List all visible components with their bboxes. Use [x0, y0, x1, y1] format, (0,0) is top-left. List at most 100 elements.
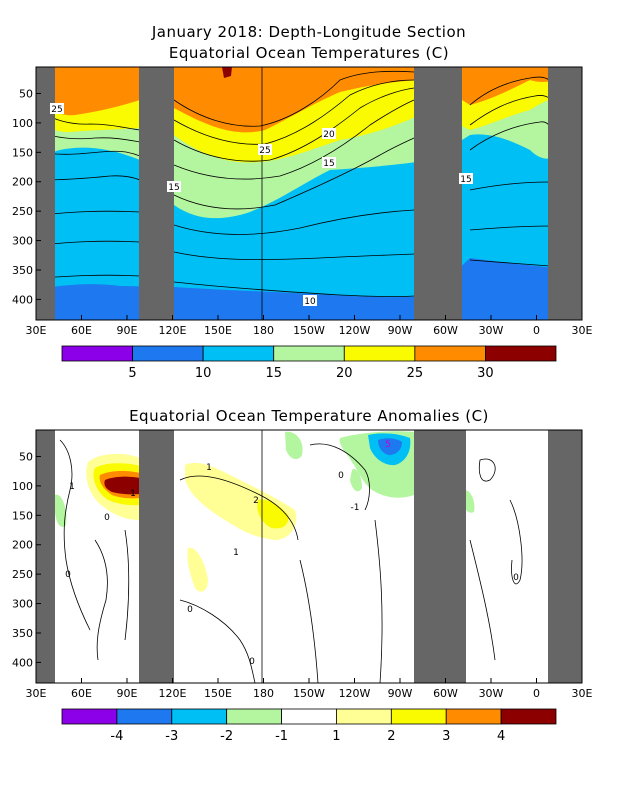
panel1-contour [173, 70, 415, 127]
panel2-x-tick-label: 60W [433, 687, 458, 700]
panel2-colorbar-label: 1 [332, 729, 340, 744]
panel2-anom-neg7 [350, 469, 362, 492]
panel1-contour-label: 20 [323, 130, 335, 140]
panel1-x-axis: 30E 60E 90E 120E 150E 180 150W 120W 90W 60W 30W 0 30… [26, 315, 593, 337]
panel1-y-tick-label: 250 [12, 205, 33, 218]
panel2-contour-label: 0 [513, 573, 519, 583]
panel1-contour-labels: 25 20 25 15 15 15 10 [50, 103, 473, 307]
panel1-y-tick-label: 300 [12, 235, 33, 248]
panel2-x-tick-label: 60E [71, 687, 92, 700]
panel2-contour [509, 499, 523, 585]
panel2-colorbar-swatch [116, 708, 173, 725]
panel2-contour-label: 1 [69, 482, 75, 492]
panel1-y-tick-label: 100 [12, 117, 33, 130]
panel2-y-tick-label: 200 [12, 539, 33, 552]
panel2-contour-label: 0 [249, 657, 255, 667]
panel1-y-tick-label: 150 [12, 146, 33, 159]
panel2-land-mask [139, 430, 174, 683]
panel2-contour-label: 5 [385, 440, 391, 450]
panel2-colorbar: -4 -3 -2 -1 1 2 3 4 [61, 708, 557, 744]
panel2-x-tick-label: 150W [293, 687, 325, 700]
panel1-x-tick-label: 180 [253, 324, 274, 337]
panel2-contour [478, 458, 496, 482]
panel2-land-mask [36, 430, 55, 683]
panel2-anom-pos8 [200, 478, 214, 498]
panel2-colorbar-swatch [336, 708, 392, 725]
panel1-contour-label: 25 [259, 146, 270, 156]
panel1-contour-label: 15 [460, 175, 471, 185]
panel1-colorbar-swatch [485, 345, 557, 362]
panel2-contour-label: 2 [253, 496, 259, 506]
panel2-colorbar-label: 4 [497, 729, 505, 744]
panel1-colorbar-swatch [61, 345, 133, 362]
panel2-y-tick-label: 300 [12, 598, 33, 611]
panel2-x-tick-label: 30E [26, 687, 47, 700]
panel1-contour [469, 225, 551, 231]
panel2-colorbar-label: -2 [220, 729, 233, 744]
panel2-x-tick-label: 120E [159, 687, 187, 700]
panel2-colorbar-swatch [281, 708, 337, 725]
panel1-colorbar-label: 10 [195, 366, 212, 381]
panel1-y-tick-label: 50 [19, 87, 33, 100]
panel2-land-mask [548, 430, 582, 683]
panel2-x-tick-label: 30E [572, 687, 593, 700]
panel1-x-tick-label: 60E [71, 324, 92, 337]
panel1-contour [173, 251, 415, 261]
panel1-contour-label: 15 [323, 159, 334, 169]
panel1-colorbar-label: 30 [477, 366, 494, 381]
panel1-contour [469, 181, 551, 191]
panel2-contour [179, 599, 256, 684]
panel2-anom-pos6 [257, 499, 289, 529]
panel1-y-tick-label: 200 [12, 176, 33, 189]
panel2-colorbar-swatch [171, 708, 228, 725]
panel2-colorbar-label: 3 [442, 729, 450, 744]
panel2-x-tick-label: 30W [479, 687, 504, 700]
panel2-colorbar-swatch [61, 708, 118, 725]
panel2-title: Equatorial Ocean Temperature Anomalies (… [129, 407, 489, 425]
panel1-contour [173, 137, 415, 210]
panel2-y-tick-label: 100 [12, 480, 33, 493]
panel1-colorbar-swatch [132, 345, 204, 362]
panel2-contour [59, 439, 91, 631]
panel2-contour-labels: 1 1 1 2 1 0 0 0 0 0 -1 0 5 [65, 440, 519, 667]
panel1-plot: 25 20 25 15 15 15 10 5010015020025030035… [12, 66, 593, 337]
panel1-title: January 2018: Depth-Longitude Section [151, 23, 466, 41]
panel1-x-tick-label: 150W [293, 324, 325, 337]
panel1-contour [173, 79, 415, 145]
panel2-y-tick-label: 150 [12, 509, 33, 522]
panel1-colorbar-swatch [414, 345, 486, 362]
panel2-anom-neg5 [55, 494, 67, 527]
panel2-anom-neg4 [285, 431, 303, 460]
panel1-contour-label: 25 [51, 105, 62, 115]
panel2-y-tick-label: 350 [12, 627, 33, 640]
panel1-colorbar-label: 5 [128, 366, 136, 381]
panel2-contour [179, 475, 299, 541]
panel1-land-mask [36, 67, 55, 320]
panel1-land-mask [548, 67, 582, 320]
panel1-contour [469, 259, 551, 267]
panel1-land-mask [414, 67, 462, 320]
panel1-contour-label: 15 [168, 183, 179, 193]
panel2-plot: 1 1 1 2 1 0 0 0 0 0 -1 0 5 5010015020025… [12, 429, 593, 700]
panel2-anom-pos7 [187, 547, 208, 592]
panel1-x-tick-label: 30E [26, 324, 47, 337]
panel2-contour [124, 529, 130, 641]
panel2-colorbar-label: 2 [387, 729, 395, 744]
panel1-contour [39, 150, 141, 157]
panel2-colorbar-swatch [500, 708, 557, 725]
panel1-x-tick-label: 90E [117, 324, 138, 337]
panel2-contours [59, 430, 523, 684]
panel1-colorbar-swatch [273, 345, 345, 362]
panel2-x-tick-label: 90W [388, 687, 413, 700]
panel1-x-tick-label: 60W [433, 324, 458, 337]
panel2-x-tick-label: 90E [117, 687, 138, 700]
panel1-x-tick-label: 90W [388, 324, 413, 337]
panel2-contour-label: 0 [104, 513, 110, 523]
panel2-x-tick-label: 180 [253, 687, 274, 700]
panel1-contour [39, 175, 141, 181]
panel2-y-tick-label: 50 [19, 450, 33, 463]
panel1-colorbar-label: 20 [336, 366, 353, 381]
panel2-colorbar-swatch [226, 708, 282, 725]
panel1-colorbar-swatch [343, 345, 416, 362]
panel2-colorbar-swatch [390, 708, 447, 725]
